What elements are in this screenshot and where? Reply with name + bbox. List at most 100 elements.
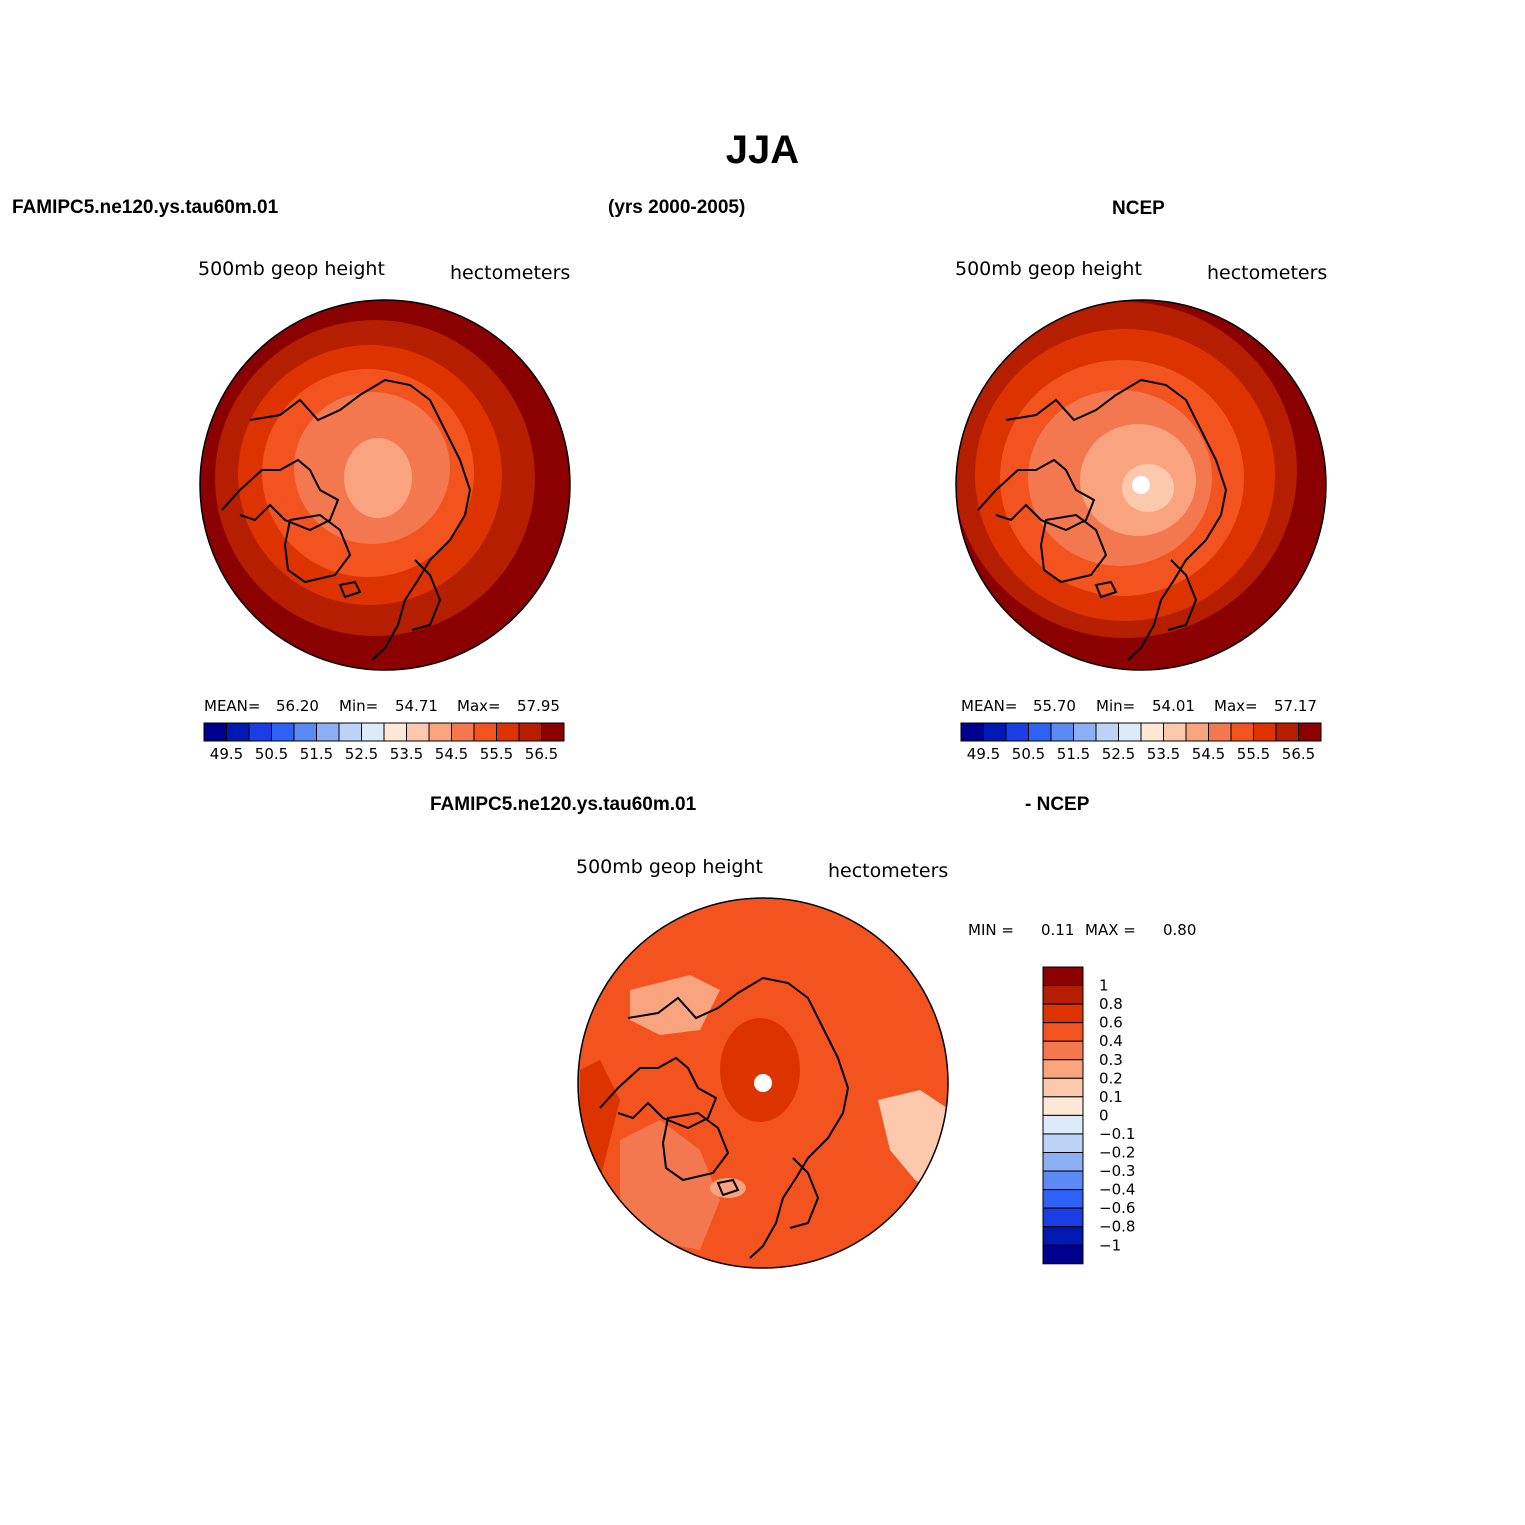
- diff-colorbar-tick-label: −0.4: [1099, 1181, 1135, 1199]
- obs-pole-marker: [1132, 476, 1150, 494]
- model-coastline-iceland: [338, 580, 362, 599]
- diff-units-label: hectometers: [828, 860, 949, 882]
- obs-colorbar-tick-label: 55.5: [1237, 745, 1270, 763]
- diff-colorbar-tick-label: 0.2: [1099, 1069, 1123, 1087]
- obs-colorbar-box: [1140, 722, 1164, 742]
- diff-colorbar-box: [1042, 1003, 1084, 1024]
- diff-colorbar-box: [1042, 1170, 1084, 1191]
- model-max-value: 57.95: [517, 697, 560, 715]
- diff-colorbar-box: [1042, 1096, 1084, 1116]
- diff-colorbar-tick-label: 0: [1099, 1106, 1109, 1124]
- obs-min-value: 54.01: [1152, 697, 1195, 715]
- obs-coastline-greenland: [1039, 513, 1108, 584]
- model-coastline-eurasia: [249, 378, 472, 661]
- model-colorbar-box: [361, 722, 385, 742]
- diff-map-border: [577, 897, 949, 1269]
- model-coastline-greenland: [283, 513, 352, 584]
- diff-colorbar-tick-label: 0.4: [1099, 1032, 1123, 1050]
- diff-colorbar-box: [1042, 1114, 1084, 1135]
- model-map-border: [199, 299, 571, 671]
- obs-coastlines: [977, 378, 1228, 661]
- diff-colorbar-tick-label: 0.8: [1099, 995, 1123, 1013]
- obs-units-label: hectometers: [1207, 262, 1328, 284]
- diff-obs-header: - NCEP: [1025, 794, 1090, 815]
- diff-colorbar-box: [1042, 1189, 1084, 1209]
- diff-colorbar-tick-label: −0.1: [1099, 1125, 1135, 1143]
- diff-coastline-north-america: [599, 1056, 718, 1130]
- model-case-header: FAMIPC5.ne120.ys.tau60m.01: [12, 197, 279, 218]
- diff-colorbar-box: [1042, 1207, 1084, 1228]
- model-colorbar-box: [338, 722, 362, 742]
- diff-coastline-eurasia: [627, 976, 850, 1259]
- diff-max-label: MAX =: [1085, 921, 1136, 939]
- diff-colorbar-box: [1042, 1133, 1084, 1153]
- obs-coastline-eurasia: [1005, 378, 1228, 661]
- obs-colorbar-box: [1095, 722, 1119, 742]
- model-colorbar-box: [496, 722, 520, 742]
- model-coastlines: [221, 378, 472, 661]
- diff-colorbar-box: [1042, 1077, 1084, 1098]
- obs-colorbar-box: [960, 722, 984, 742]
- obs-coastline-iceland: [1094, 580, 1118, 599]
- obs-colorbar-box: [1185, 722, 1209, 742]
- obs-colorbar-box: [1298, 722, 1322, 742]
- diff-colorbar-box: [1042, 1059, 1084, 1079]
- model-colorbar-tick-label: 51.5: [300, 745, 333, 763]
- obs-map-border: [955, 299, 1327, 671]
- model-contour-fill-6: [344, 438, 412, 518]
- model-colorbar-box: [451, 722, 475, 742]
- obs-colorbar-tick-label: 51.5: [1057, 745, 1090, 763]
- diff-colorbar-box: [1042, 1040, 1084, 1061]
- diff-colorbar-box: [1042, 1226, 1084, 1246]
- obs-colorbar-box: [1050, 722, 1074, 742]
- obs-colorbar-tick-label: 49.5: [967, 745, 1000, 763]
- model-units-label: hectometers: [450, 262, 571, 284]
- diff-map: [578, 898, 948, 1268]
- obs-colorbar-box: [1118, 722, 1142, 742]
- model-colorbar-box: [226, 722, 250, 742]
- diff-contour-fill-3: [620, 1120, 720, 1250]
- diff-colorbar-tick-label: −1: [1099, 1236, 1121, 1254]
- model-mean-value: 56.20: [276, 697, 319, 715]
- model-variable-label: 500mb geop height: [198, 258, 385, 280]
- obs-mean-value: 55.70: [1033, 697, 1076, 715]
- diff-min-label: MIN =: [968, 921, 1014, 939]
- diff-colorbar-tick-label: 0.1: [1099, 1088, 1123, 1106]
- obs-colorbar-tick-label: 53.5: [1147, 745, 1180, 763]
- diff-model-header: FAMIPC5.ne120.ys.tau60m.01: [430, 794, 697, 815]
- model-min-label: Min=: [339, 697, 379, 715]
- diff-contour-fill-4: [630, 975, 720, 1035]
- obs-header: NCEP: [1112, 198, 1165, 219]
- obs-colorbar-box: [1028, 722, 1052, 742]
- diff-colorbar-box: [1042, 1244, 1084, 1265]
- model-colorbar-box: [428, 722, 452, 742]
- diff-coastline-iceland: [716, 1178, 740, 1197]
- obs-colorbar-box: [1230, 722, 1254, 742]
- diff-colorbar-tick-label: −0.8: [1099, 1218, 1135, 1236]
- figure-title: JJA: [725, 128, 800, 172]
- diff-colorbar-tick-label: −0.6: [1099, 1199, 1135, 1217]
- model-colorbar-box: [541, 722, 565, 742]
- obs-max-value: 57.17: [1274, 697, 1317, 715]
- obs-max-label: Max=: [1214, 697, 1258, 715]
- model-colorbar-box: [271, 722, 295, 742]
- model-colorbar-box: [248, 722, 272, 742]
- obs-min-label: Min=: [1096, 697, 1136, 715]
- diff-max-value: 0.80: [1163, 921, 1197, 939]
- model-colorbar-tick-label: 49.5: [210, 745, 243, 763]
- obs-colorbar-box: [983, 722, 1007, 742]
- diff-colorbar-box: [1042, 966, 1084, 987]
- model-colorbar-box: [406, 722, 430, 742]
- model-colorbar-tick-label: 52.5: [345, 745, 378, 763]
- obs-colorbar-box: [1253, 722, 1277, 742]
- diff-colorbar-tick-label: −0.2: [1099, 1144, 1135, 1162]
- model-colorbar-tick-label: 50.5: [255, 745, 288, 763]
- model-colorbar-tick-label: 56.5: [525, 745, 558, 763]
- diff-pole-marker: [754, 1074, 772, 1092]
- obs-map: [956, 300, 1326, 670]
- obs-mean-label: MEAN=: [961, 697, 1018, 715]
- obs-colorbar-tick-label: 56.5: [1282, 745, 1315, 763]
- diff-contour-fill-2: [720, 1018, 800, 1122]
- obs-colorbar-box: [1163, 722, 1187, 742]
